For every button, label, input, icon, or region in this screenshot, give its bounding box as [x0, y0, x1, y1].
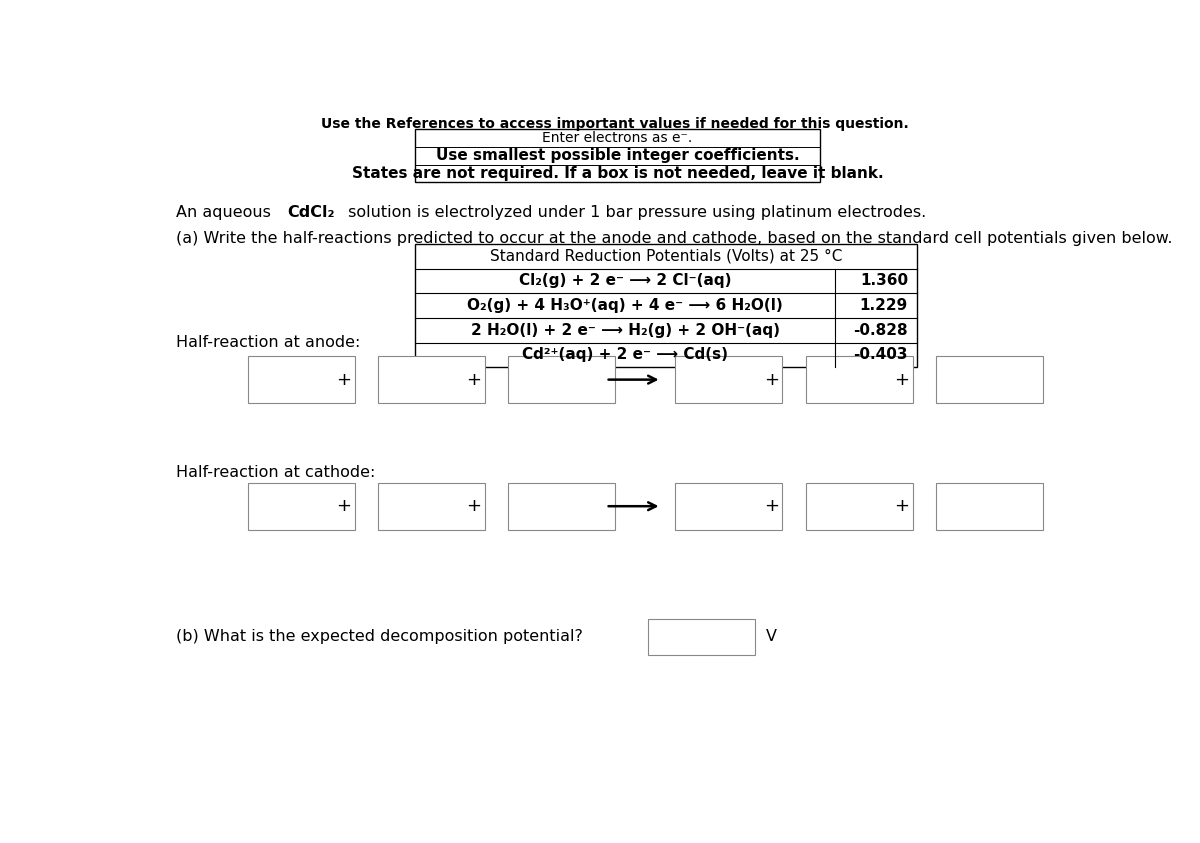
Text: Use the References to access important values if needed for this question.: Use the References to access important v… — [322, 117, 908, 132]
Text: Enter electrons as e⁻.: Enter electrons as e⁻. — [542, 131, 692, 145]
Text: (a) Write the half-reactions predicted to occur at the anode and cathode, based : (a) Write the half-reactions predicted t… — [176, 231, 1172, 246]
Bar — [648, 619, 755, 654]
Text: +: + — [466, 371, 481, 389]
Text: Cd²⁺(aq) + 2 e⁻ ⟶ Cd(s): Cd²⁺(aq) + 2 e⁻ ⟶ Cd(s) — [522, 347, 728, 362]
Bar — [415, 244, 917, 368]
Text: States are not required. If a box is not needed, leave it blank.: States are not required. If a box is not… — [352, 166, 883, 181]
Text: Half-reaction at cathode:: Half-reaction at cathode: — [176, 464, 376, 480]
Bar — [805, 357, 912, 403]
Text: +: + — [336, 371, 350, 389]
Text: Cl₂(g) + 2 e⁻ ⟶ 2 Cl⁻(aq): Cl₂(g) + 2 e⁻ ⟶ 2 Cl⁻(aq) — [518, 273, 732, 288]
Bar — [378, 483, 485, 529]
Text: +: + — [466, 497, 481, 515]
Text: An aqueous: An aqueous — [176, 205, 276, 220]
Bar — [378, 357, 485, 403]
Text: Use smallest possible integer coefficients.: Use smallest possible integer coefficien… — [436, 148, 799, 164]
Bar — [247, 483, 355, 529]
Text: 1.229: 1.229 — [859, 298, 908, 313]
Text: V: V — [766, 629, 776, 644]
Text: +: + — [763, 371, 779, 389]
Text: 1.360: 1.360 — [860, 273, 908, 288]
Bar — [936, 483, 1043, 529]
Text: Standard Reduction Potentials (Volts) at 25 °C: Standard Reduction Potentials (Volts) at… — [490, 249, 842, 264]
Text: -0.403: -0.403 — [853, 347, 908, 362]
Bar — [676, 483, 782, 529]
Text: +: + — [894, 371, 908, 389]
Bar — [508, 483, 616, 529]
Bar — [936, 357, 1043, 403]
Text: +: + — [894, 497, 908, 515]
Text: (b) What is the expected decomposition potential?: (b) What is the expected decomposition p… — [176, 629, 583, 644]
Text: 2 H₂O(l) + 2 e⁻ ⟶ H₂(g) + 2 OH⁻(aq): 2 H₂O(l) + 2 e⁻ ⟶ H₂(g) + 2 OH⁻(aq) — [470, 323, 780, 338]
Bar — [415, 129, 820, 182]
Text: O₂(g) + 4 H₃O⁺(aq) + 4 e⁻ ⟶ 6 H₂O(l): O₂(g) + 4 H₃O⁺(aq) + 4 e⁻ ⟶ 6 H₂O(l) — [467, 298, 784, 313]
Text: +: + — [336, 497, 350, 515]
Text: Half-reaction at anode:: Half-reaction at anode: — [176, 335, 360, 350]
Text: -0.828: -0.828 — [853, 323, 908, 338]
Text: +: + — [763, 497, 779, 515]
Text: solution is electrolyzed under 1 bar pressure using platinum electrodes.: solution is electrolyzed under 1 bar pre… — [343, 205, 926, 220]
Bar — [676, 357, 782, 403]
Bar — [805, 483, 912, 529]
Text: CdCl₂: CdCl₂ — [288, 205, 335, 220]
Bar — [247, 357, 355, 403]
Bar — [508, 357, 616, 403]
